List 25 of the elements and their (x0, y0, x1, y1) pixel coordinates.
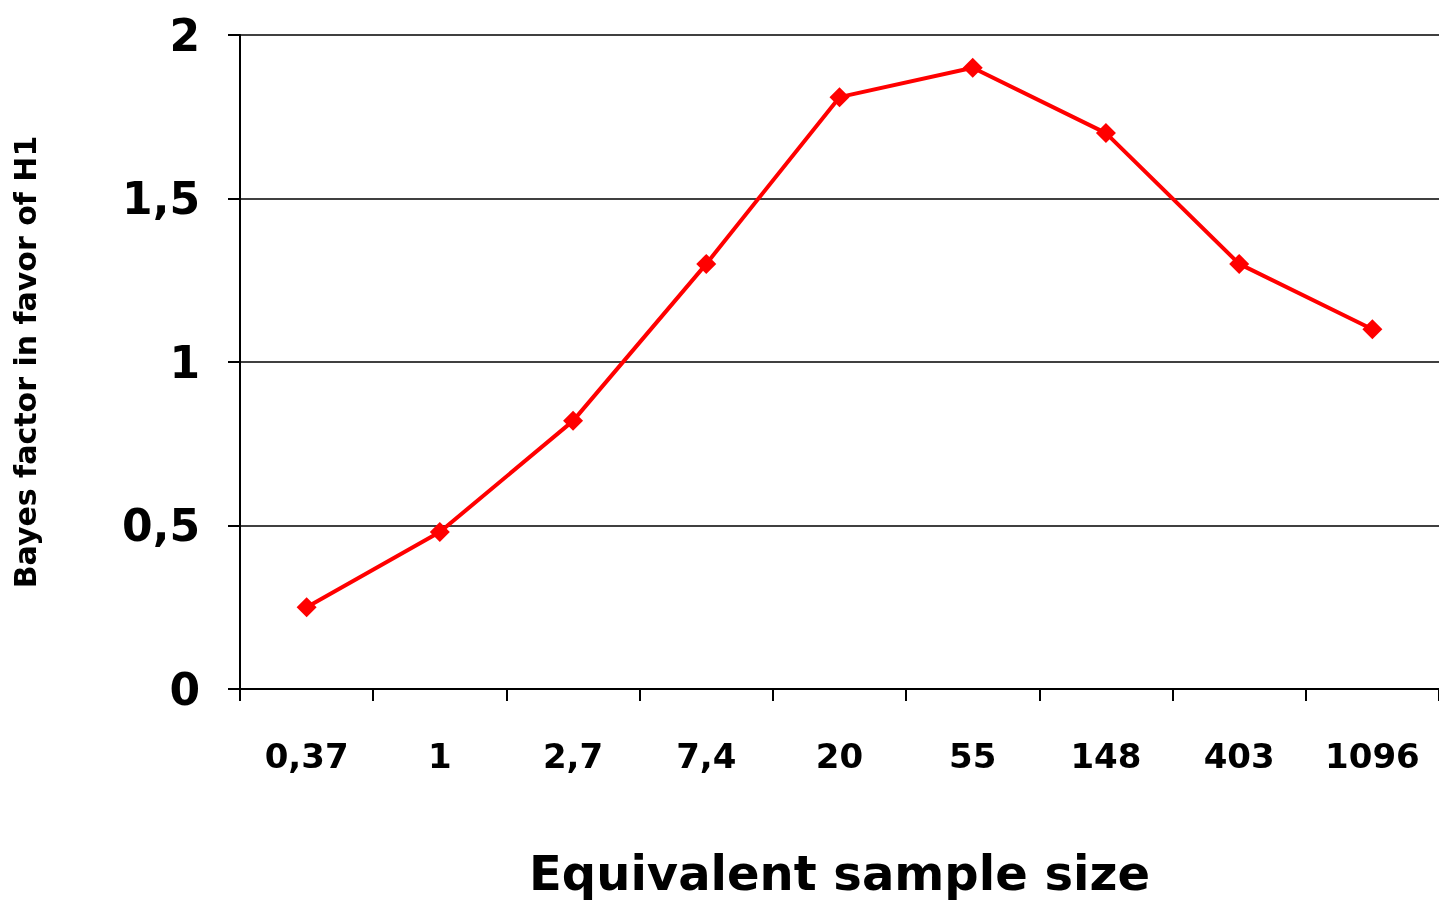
x-axis-title: Equivalent sample size (529, 845, 1150, 901)
point (829, 87, 850, 108)
x-tick-label: 7,4 (676, 736, 737, 776)
x-tick-label: 1 (428, 736, 452, 776)
x-tick-label: 403 (1203, 736, 1275, 776)
x-tick-label: 20 (815, 736, 864, 776)
point (1229, 253, 1250, 274)
x-tick-label: 2,7 (542, 736, 604, 776)
x-tick-label: 1096 (1325, 736, 1420, 776)
point (696, 253, 717, 274)
y-tick-label: 1 (169, 336, 200, 388)
point (429, 522, 450, 543)
y-tick-label: 1,5 (122, 173, 200, 224)
point (296, 597, 317, 618)
x-tick-label: 148 (1070, 736, 1142, 776)
x-tick-label: 0,37 (264, 736, 349, 776)
point (1095, 123, 1116, 144)
x-tick-label: 55 (949, 736, 997, 776)
y-tick-label: 0,5 (122, 500, 200, 551)
point (563, 410, 584, 431)
y-tick-label: 0 (169, 663, 200, 715)
y-axis-title: Bayes factor in favor of H1 (7, 135, 43, 589)
y-tick-label: 2 (169, 9, 200, 61)
point (1362, 319, 1383, 340)
point (962, 57, 983, 78)
